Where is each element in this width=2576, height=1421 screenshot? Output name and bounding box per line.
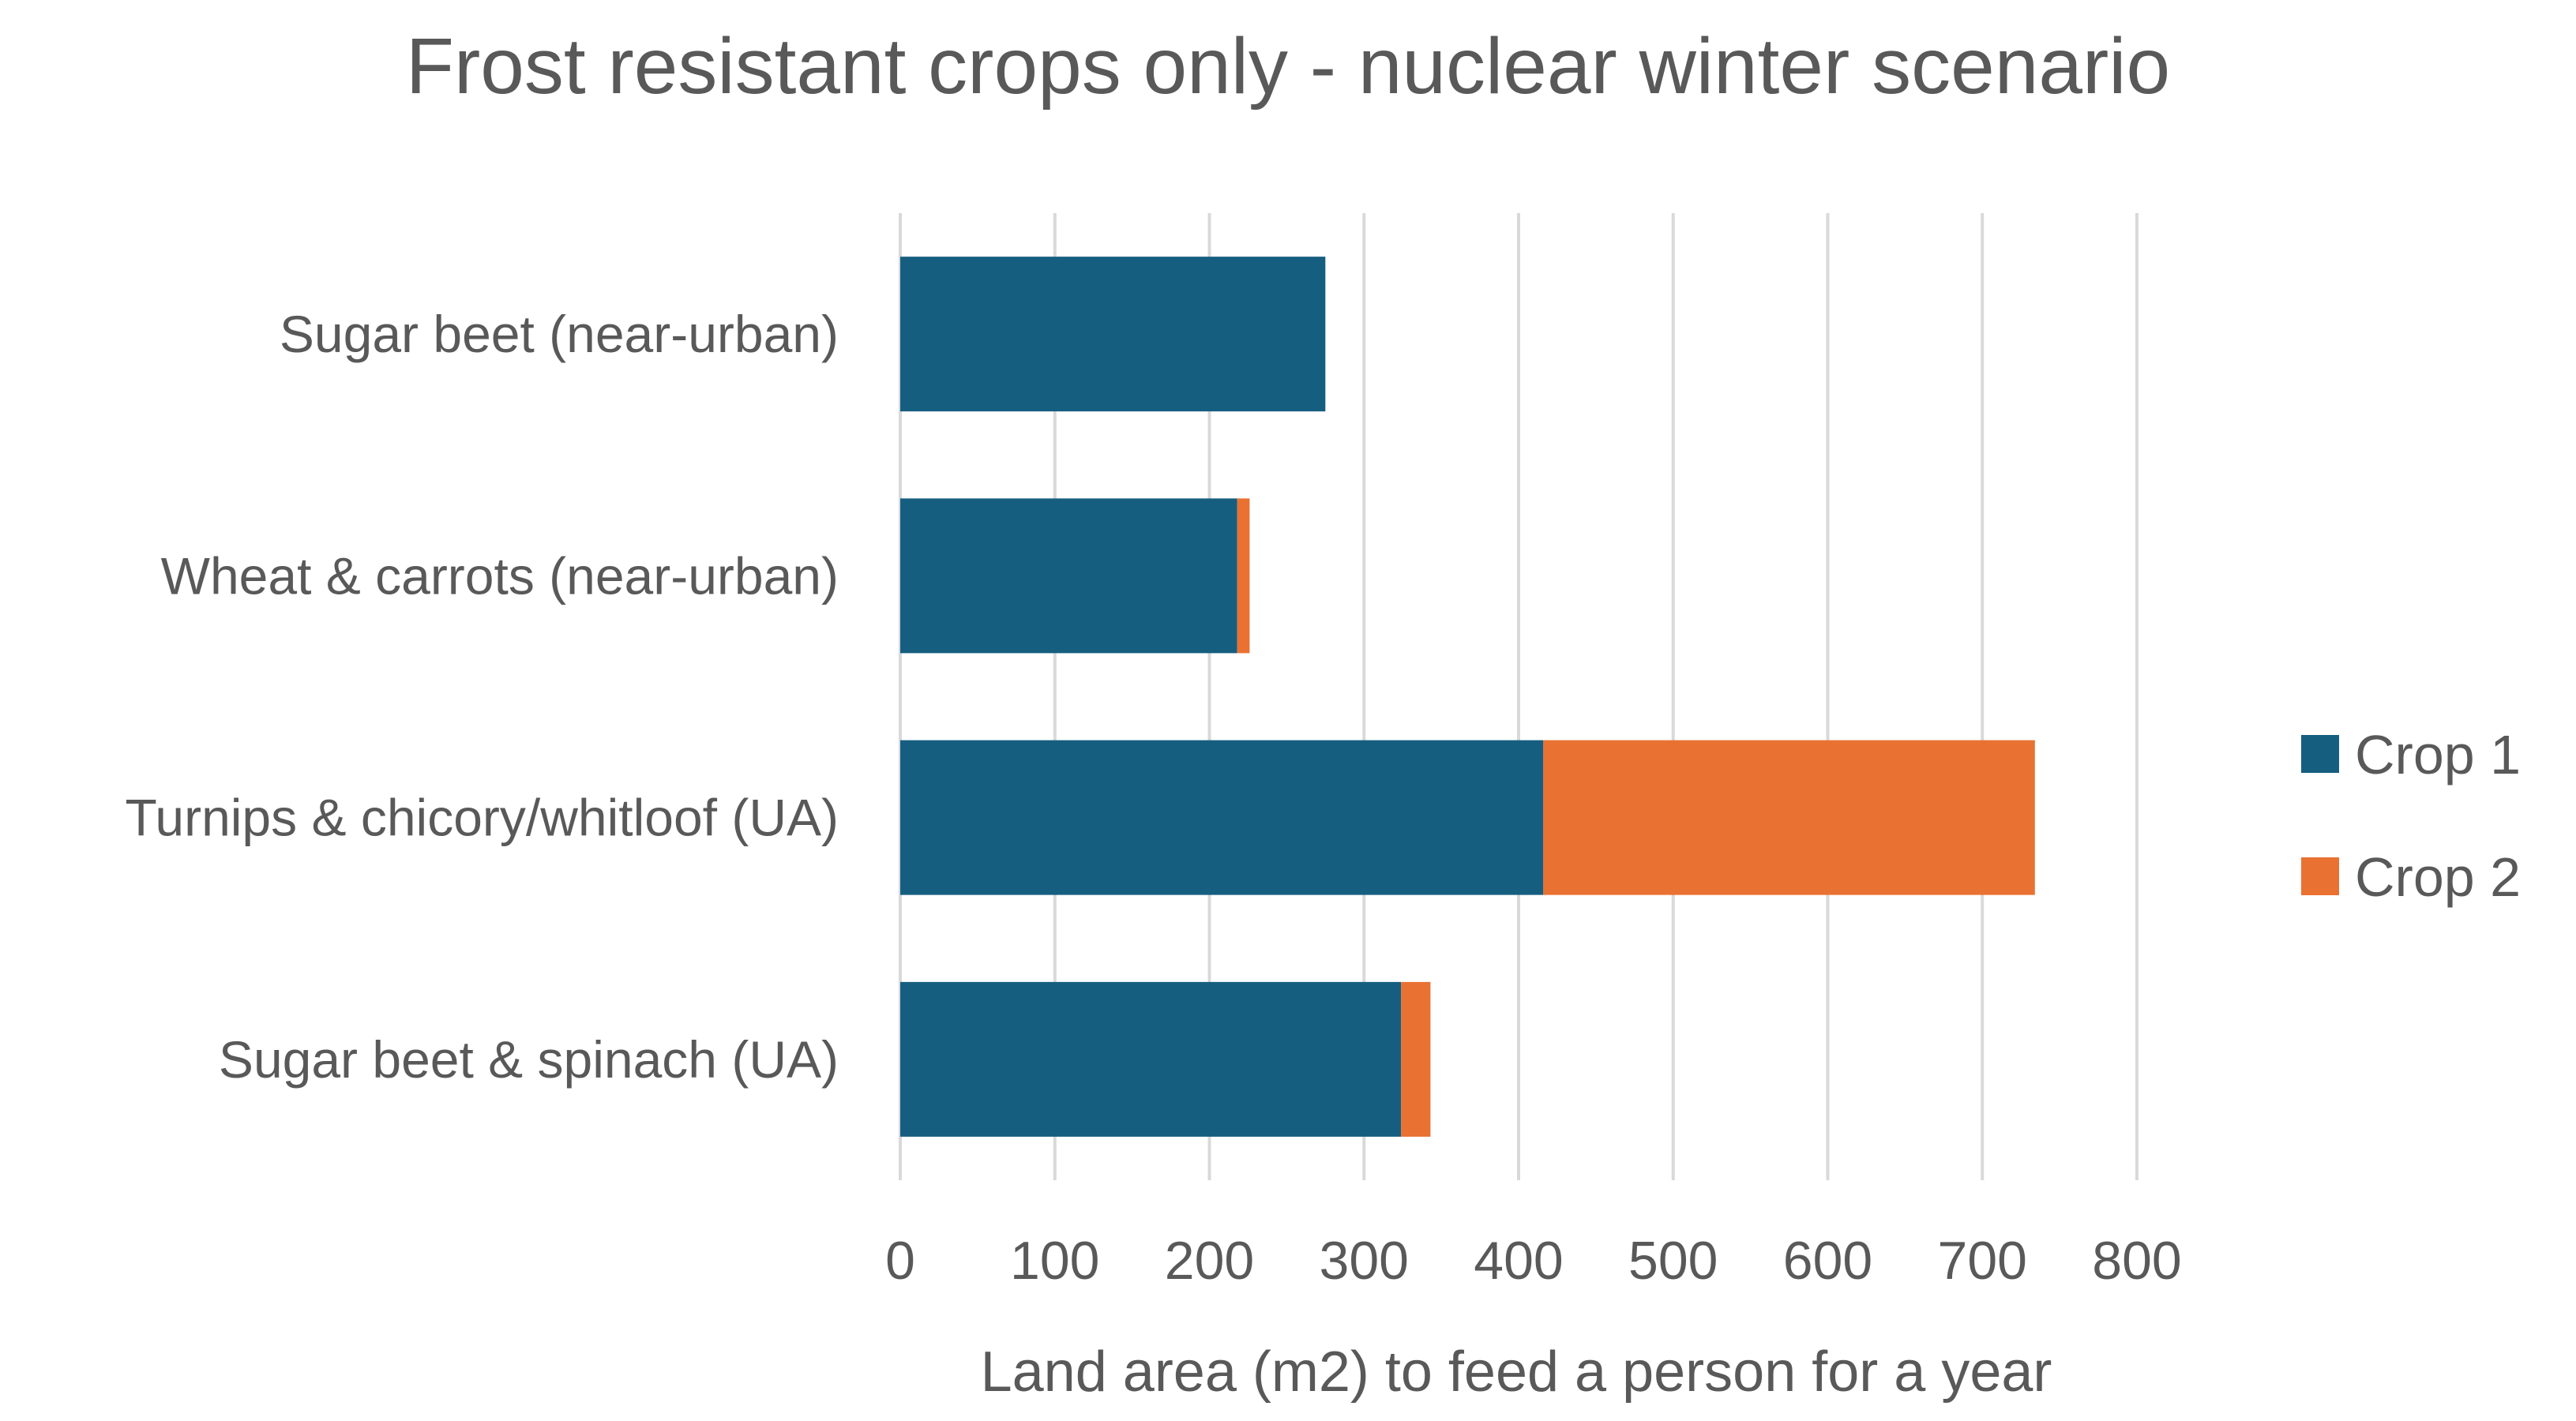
category-label: Sugar beet (near-urban) [280,305,839,363]
x-tick-label: 800 [2092,1231,2181,1291]
bar-crop-2 [1237,498,1250,654]
x-tick-label: 0 [885,1231,915,1291]
x-tick-labels: 0 100 200 300 400 500 600 700 800 [885,1231,2182,1291]
bar-crop-1 [900,981,1402,1137]
chart-title: Frost resistant crops only - nuclear win… [406,22,2170,111]
x-tick-label: 500 [1628,1231,1718,1291]
bar-crop-2 [1543,740,2035,895]
bar-crop-1 [900,257,1326,412]
category-labels: Sugar beet (near-urban) Wheat & carrots (… [126,305,839,1089]
x-tick-label: 100 [1010,1231,1099,1291]
x-tick-label: 400 [1474,1231,1563,1291]
legend-swatch-crop-1 [2301,735,2339,773]
category-label: Sugar beet & spinach (UA) [219,1030,839,1089]
legend: Crop 1 Crop 2 [2301,724,2521,908]
bar-crop-2 [1401,981,1431,1137]
x-tick-label: 700 [1938,1231,2027,1291]
legend-label-crop-2: Crop 2 [2355,846,2521,908]
category-label: Turnips & chicory/whitloof (UA) [126,789,839,847]
legend-label-crop-1: Crop 1 [2355,724,2521,785]
x-axis-title: Land area (m2) to feed a person for a ye… [981,1340,2052,1404]
bar-crop-1 [900,740,1544,895]
x-tick-label: 600 [1783,1231,1872,1291]
legend-swatch-crop-2 [2301,857,2339,895]
x-tick-label: 200 [1165,1231,1254,1291]
bars [900,257,2035,1137]
bar-crop-1 [900,498,1237,654]
x-tick-label: 300 [1320,1231,1409,1291]
category-label: Wheat & carrots (near-urban) [161,546,839,605]
